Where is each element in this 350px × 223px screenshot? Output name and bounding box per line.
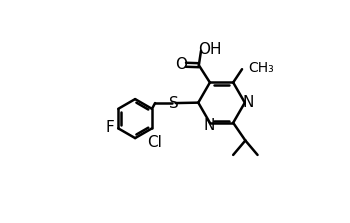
Text: Cl: Cl (147, 134, 162, 150)
Text: N: N (203, 118, 215, 132)
Text: O: O (176, 57, 188, 72)
Text: N: N (242, 95, 253, 110)
Text: CH₃: CH₃ (249, 61, 274, 75)
Text: F: F (105, 120, 114, 135)
Text: OH: OH (198, 42, 221, 57)
Text: S: S (169, 96, 179, 111)
